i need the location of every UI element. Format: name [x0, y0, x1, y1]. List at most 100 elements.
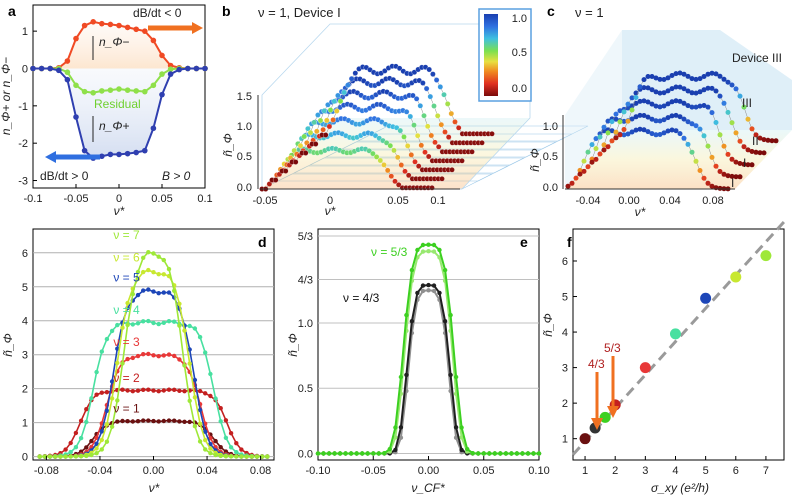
- panel-b-point: [352, 70, 359, 76]
- panel-c-device-label-4: I: [731, 176, 734, 190]
- panel-c-point: [621, 109, 627, 115]
- panel-b-point: [438, 121, 445, 128]
- panel-c-point: [729, 156, 735, 162]
- panel-d-point: [115, 346, 120, 351]
- panel-c-point: [593, 156, 599, 162]
- panel-b-point: [382, 68, 388, 74]
- panel-c-point: [701, 74, 707, 79]
- panel-c-point: [741, 144, 747, 150]
- panel-d-point: [213, 396, 218, 401]
- panel-d-point: [228, 431, 234, 436]
- panel-d-series-label: ν = 5: [113, 271, 140, 285]
- panel-e-point: [470, 451, 475, 456]
- panel-a-ytick-label: 1: [22, 26, 28, 38]
- panel-a-point: [116, 151, 122, 158]
- panel-d-series-line: [39, 288, 268, 458]
- panel-c-point: [645, 74, 651, 79]
- panel-e-ytick-label: 0.5: [298, 383, 313, 395]
- panel-d-point: [104, 422, 110, 427]
- panel-d-point: [166, 290, 172, 295]
- panel-d-point: [213, 452, 218, 458]
- panel-e-point: [453, 425, 459, 430]
- panel-b-point: [410, 92, 416, 99]
- panel-d-point: [197, 421, 203, 426]
- panel-d-point: [135, 419, 141, 424]
- panel-c-point: [737, 93, 743, 99]
- panel-d-point: [161, 388, 166, 393]
- panel-e-label-43: ν = 4/3: [343, 291, 380, 305]
- panel-c-point: [697, 89, 703, 95]
- panel-a-ytick-label: -2: [18, 138, 28, 150]
- panel-c-point: [685, 119, 691, 125]
- panel-c-point: [693, 90, 699, 96]
- panel-a-point: [133, 26, 139, 33]
- panel-b-point: [421, 112, 427, 119]
- panel-b-point: [479, 140, 485, 146]
- panel-e-point: [459, 425, 464, 430]
- panel-c-point: [729, 173, 735, 179]
- panel-c-point: [721, 143, 727, 149]
- panel-e-point: [437, 290, 442, 296]
- panel-d-point: [99, 437, 105, 443]
- panel-e-point: [393, 425, 398, 430]
- panel-a-point: [107, 151, 114, 158]
- panel-a-xtick-label: -0.1: [24, 193, 43, 205]
- panel-c-point: [629, 116, 635, 122]
- panel-d-point: [228, 454, 234, 459]
- panel-d-point: [197, 439, 203, 444]
- panel-b-point: [383, 140, 390, 146]
- panel-d-point: [104, 408, 110, 413]
- panel-d-point: [146, 387, 151, 392]
- panel-d-point: [192, 395, 198, 400]
- panel-e-series-line: [318, 284, 539, 455]
- panel-a-point: [81, 147, 88, 154]
- panel-c-point: [637, 126, 643, 132]
- panel-f-point: [730, 271, 742, 283]
- panel-e-xtick-label: -0.05: [361, 465, 386, 477]
- panel-d-series: [37, 250, 270, 459]
- panel-c-point: [693, 158, 699, 164]
- panel-e-point: [420, 288, 426, 294]
- panel-c-device-label-1: III: [742, 96, 752, 110]
- panel-c-point: [685, 73, 691, 79]
- panel-b-point: [341, 89, 347, 96]
- panel-d-point: [151, 418, 156, 424]
- panel-c-point: [709, 110, 715, 116]
- panel-c-point: [677, 114, 683, 120]
- panel-d-point: [182, 389, 187, 394]
- panel-b-point: [322, 132, 329, 138]
- panel-d-series-line: [39, 353, 268, 458]
- panel-c-point: [669, 113, 675, 119]
- panel-c-title: ν = 1: [575, 5, 604, 20]
- panel-d-xtick-label: 0.04: [196, 465, 217, 477]
- panel-a-point: [81, 22, 88, 29]
- panel-e-point: [492, 451, 497, 456]
- panel-c-point: [621, 132, 627, 138]
- panel-a-field-text: B > 0: [162, 169, 191, 183]
- panel-d-point: [115, 322, 120, 328]
- panel-b-point: [402, 168, 408, 175]
- panel-c-point: [705, 143, 711, 149]
- panel-c-ticks: -0.04 0.00 0.04 0.08 0.0 0.5 1.0: [543, 121, 724, 207]
- panel-d-point: [187, 398, 192, 403]
- panel-e-point: [453, 374, 459, 380]
- panel-a-label: a: [8, 3, 16, 19]
- panel-b-point: [415, 163, 422, 169]
- panel-d-point: [161, 290, 166, 295]
- panel-b-point: [427, 93, 434, 100]
- panel-c-point: [753, 132, 759, 138]
- panel-a-top-arrow-head: [192, 22, 203, 34]
- panel-a-ylabel: n_Φ+ or n_Φ−: [0, 57, 13, 135]
- panel-c-point: [585, 149, 591, 155]
- panel-c-point: [637, 84, 643, 90]
- panel-b-point: [442, 129, 448, 135]
- panel-a-point: [116, 22, 122, 29]
- panel-d-point: [156, 354, 161, 359]
- panel-f-xtick-label: 3: [642, 465, 648, 477]
- panel-f-arrow-label-53: 5/3: [604, 341, 621, 355]
- panel-c-point: [625, 131, 631, 137]
- panel-b-xtick-label: -0.05: [252, 195, 277, 207]
- panel-e-point: [426, 288, 431, 293]
- panel-e-point: [465, 446, 470, 452]
- panel-e-series-line: [318, 243, 539, 455]
